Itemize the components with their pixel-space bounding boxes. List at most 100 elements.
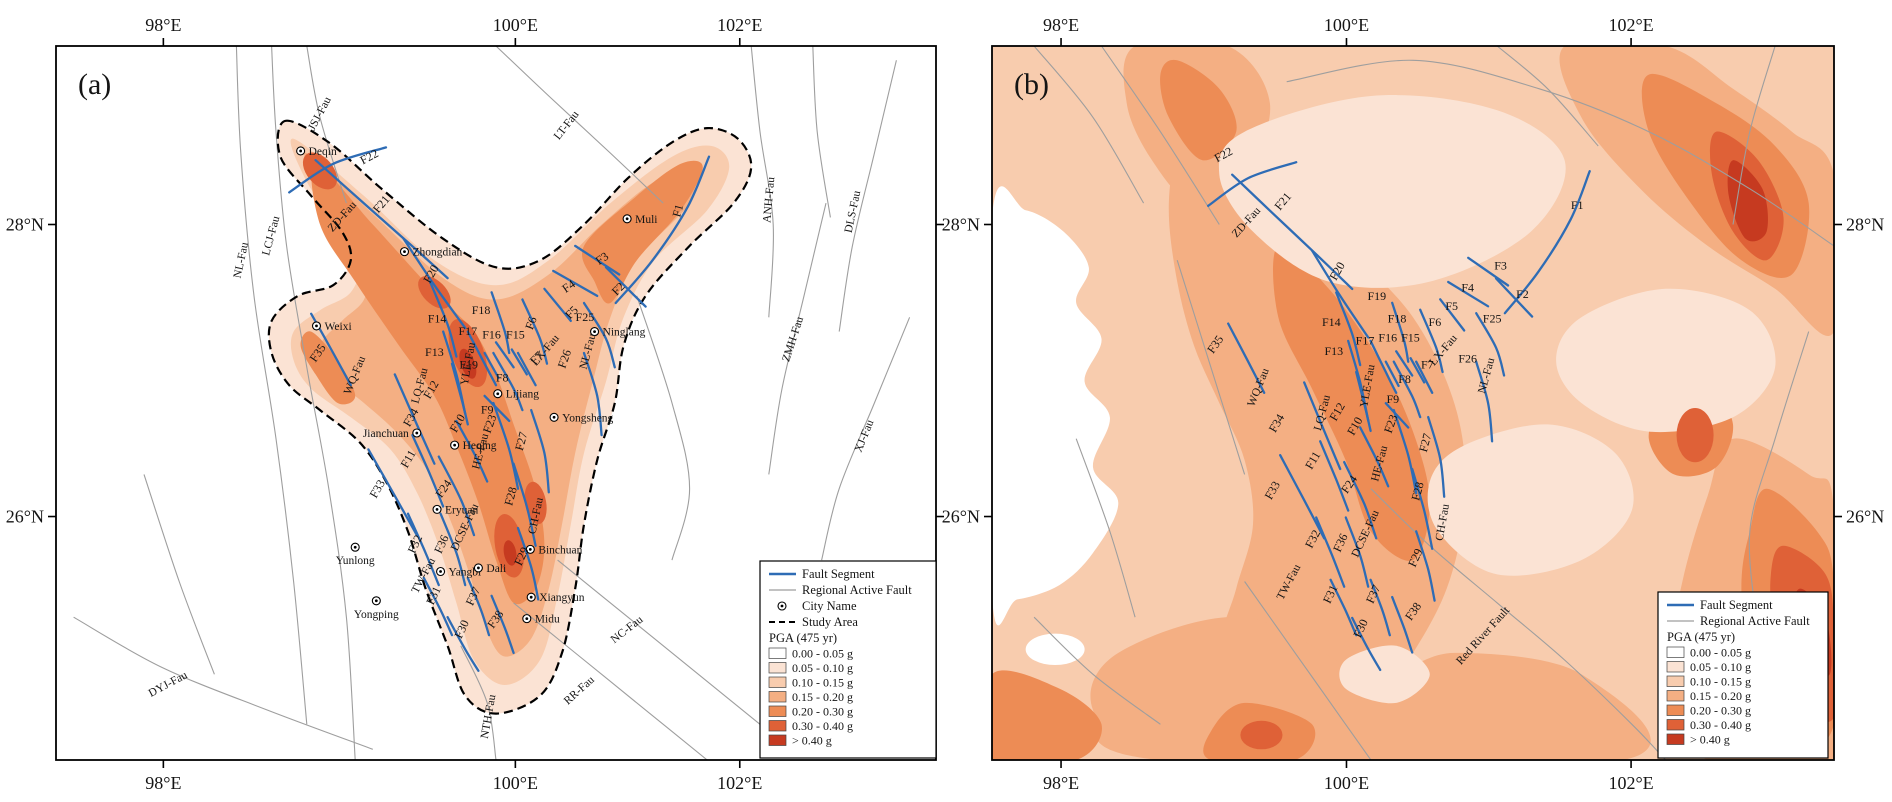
pga-contour [1160,59,1237,161]
pga-swatch-0 [768,647,787,659]
legend-item-label-fault: Fault Segment [1700,598,1773,612]
fault-label-f5: F5 [1445,299,1458,313]
regional-fault-line [513,602,708,760]
fault-segment-F34 [1303,381,1342,471]
fault-label-f2: F2 [1516,287,1529,301]
lat-tick-label: 26°N [6,507,44,527]
legend-pga-title: PGA (475 yr) [1667,630,1735,644]
lon-tick-label: 100°E [493,15,538,35]
lon-tick-label: 102°E [717,773,762,793]
pga-swatch-4 [768,705,787,717]
pga-swatch-4 [1666,704,1685,716]
fault-segment-F1 [1503,170,1591,315]
city-label-weixi: Weixi [324,321,351,333]
fault-label-f13: F13 [1325,344,1344,358]
city-marker-dot [299,149,303,153]
fault-label-f7: F7 [1421,358,1434,372]
city-label-deqin: Deqin [309,146,337,158]
pga-contour [1339,645,1430,704]
fault-label-f16: F16 [1378,331,1397,345]
fault-label-f15: F15 [506,328,525,342]
pga-contour [1556,288,1776,433]
lon-tick-label: 102°E [1608,773,1653,793]
city-marker-dot [496,392,500,396]
city-marker-dot [315,324,318,328]
fault-segment-F30 [446,616,480,672]
city-label-muli: Muli [635,214,657,226]
legend-box-a [759,560,937,759]
lat-tick-label: 26°N [942,507,980,527]
pga-contour [1168,131,1466,732]
regional-fault-label: ANH-Fau [761,176,777,223]
study-area-outline [267,119,753,715]
pga-swatch-5 [768,720,787,732]
fault-segment-F7 [516,351,537,387]
fault-segment-F3 [1467,256,1510,287]
pga-swatch-label-4: 0.20 - 0.30 g [1690,704,1751,718]
fault-segment-F4 [1447,280,1490,308]
regional-fault-line [235,46,308,725]
fault-segment-F28 [512,462,537,547]
city-label-yongsheng: Yongsheng [562,412,613,424]
lon-tick-label: 98°E [1043,15,1079,35]
fault-segment-F28 [1411,467,1434,550]
fault-segment-F21 [314,159,449,280]
pga-swatch-1 [1666,661,1685,673]
pga-patch [524,481,547,525]
pga-patch [1025,633,1085,666]
city-label-dali: Dali [486,563,506,575]
legend-item-label-fault: Fault Segment [802,567,875,581]
regional-fault-line [1370,488,1666,760]
fault-segment-F15 [1409,357,1426,384]
pga-contour [992,186,1119,626]
city-marker-dot [529,595,533,599]
pga-contour [1218,95,1566,288]
fault-segment-F13 [442,330,467,415]
fault-label-f27: F27 [1416,432,1434,454]
regional-fault-line [143,474,215,675]
legend-item-label-city: City Name [802,599,857,613]
fault-segment-F17 [1395,350,1414,377]
regional-fault-line [1033,616,1161,725]
city-marker-dot [593,330,596,333]
fault-segment-F27 [530,408,550,494]
pga-contour [1427,424,1634,576]
fault-segment-F32 [406,512,440,587]
pga-contour [300,331,356,405]
fault-segment-F5 [543,287,572,323]
fault-segment-F35 [1227,322,1266,394]
city-marker-dot [477,566,480,570]
fault-segment-F22 [288,146,388,194]
regional-fault-line [768,202,827,475]
pga-swatch-label-6: > 0.40 g [1690,733,1730,747]
city-marker-dot [439,570,442,573]
pga-contour [581,160,703,304]
legend-item-label-study: Study Area [802,615,858,629]
city-marker-dot [528,547,532,551]
fault-segment-F29 [516,526,540,601]
regional-fault-line [1748,331,1810,632]
city-marker-dot [625,217,629,221]
city-label-jianchuan: Jianchuan [363,428,409,440]
fault-segment-F23 [1392,408,1418,495]
panel-frame-a [55,45,937,761]
regional-fault-line [1075,438,1136,618]
fault-segment-F7 [1415,360,1434,394]
fault-segment-F21 [1231,173,1354,291]
pga-patch [503,540,517,566]
fault-segment-F37 [466,576,491,637]
fault-segment-F9 [1384,402,1410,429]
fault-segment-F16 [1384,360,1400,388]
regional-fault-line [271,46,356,760]
fault-label-f23: F23 [1381,413,1401,435]
lon-tick-label: 100°E [1324,15,1369,35]
city-label-binchuan: Binchuan [538,544,582,556]
fault-label-f6: F6 [522,315,539,332]
fault-label-f18: F18 [1388,311,1407,325]
city-label-xiangyun: Xiangyun [539,592,585,604]
fault-segment-F19 [1369,339,1398,394]
fault-segment-F15 [510,348,528,376]
fault-segment-F10 [455,419,489,483]
fault-segment-F31 [422,576,454,637]
